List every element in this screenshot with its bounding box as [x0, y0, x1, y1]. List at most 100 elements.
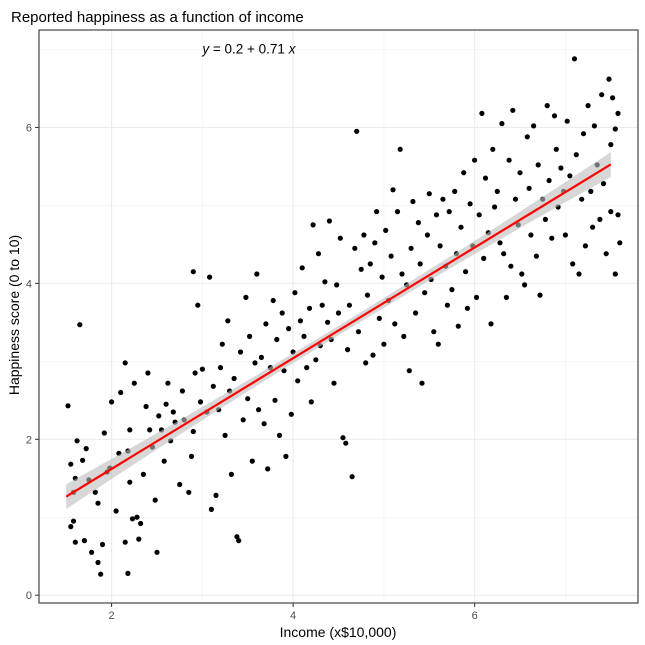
data-point: [354, 128, 360, 134]
data-point: [490, 146, 496, 152]
data-point: [585, 103, 591, 109]
data-point: [125, 570, 131, 577]
data-point: [370, 352, 376, 358]
plot-panel: 2 4 6 0 2 4 6 y = 0.2 + 0.71 x: [26, 29, 639, 622]
data-point: [381, 341, 387, 347]
data-point: [243, 294, 249, 300]
data-point: [582, 243, 589, 249]
data-point: [567, 173, 573, 179]
data-point: [340, 435, 346, 441]
data-point: [89, 549, 95, 555]
data-point: [263, 321, 269, 327]
data-point: [533, 253, 540, 259]
data-point: [472, 157, 478, 163]
data-point: [265, 466, 271, 472]
data-point: [217, 365, 224, 371]
data-point: [553, 146, 559, 152]
data-point: [138, 520, 144, 527]
data-point: [143, 403, 149, 410]
data-point: [499, 121, 505, 127]
data-point: [452, 188, 458, 194]
data-point: [481, 255, 487, 261]
data-point: [615, 110, 621, 116]
data-point: [408, 245, 414, 251]
chart-title: Reported happiness as a function of inco…: [11, 9, 304, 26]
data-point: [199, 366, 205, 372]
data-point: [551, 113, 558, 119]
data-point: [140, 471, 146, 477]
data-point: [374, 209, 380, 215]
data-point: [145, 370, 151, 376]
data-point: [440, 196, 446, 202]
data-point: [252, 360, 258, 366]
x-axis-title: Income (x$10,000): [280, 624, 397, 640]
data-point: [297, 318, 303, 324]
data-point: [617, 240, 623, 246]
data-point: [288, 411, 294, 417]
data-point: [433, 212, 440, 218]
data-point: [608, 142, 614, 148]
data-point: [546, 177, 552, 184]
data-point: [372, 240, 378, 246]
data-point: [129, 516, 136, 522]
data-point: [134, 514, 140, 520]
data-point: [213, 492, 219, 498]
data-point: [315, 251, 322, 257]
data-point: [195, 302, 201, 308]
data-point: [446, 209, 452, 215]
data-point: [136, 536, 142, 542]
data-point: [461, 170, 467, 176]
data-point: [131, 380, 137, 386]
data-point: [349, 474, 355, 480]
data-point: [77, 322, 83, 328]
data-point: [283, 453, 289, 459]
data-point: [397, 146, 403, 152]
data-point: [335, 310, 342, 316]
data-point: [236, 538, 242, 544]
data-point: [579, 196, 585, 202]
data-point: [274, 336, 280, 343]
data-point: [612, 271, 618, 277]
data-point: [74, 438, 80, 444]
data-point: [431, 329, 437, 335]
data-point: [526, 185, 532, 191]
data-point: [358, 266, 364, 272]
data-point: [70, 518, 77, 524]
data-point: [109, 399, 115, 405]
data-point: [492, 204, 498, 210]
data-point: [219, 341, 225, 347]
data-point: [295, 378, 301, 384]
data-point: [147, 427, 153, 433]
data-point: [308, 399, 314, 405]
data-point: [190, 428, 196, 435]
data-point: [92, 489, 98, 495]
data-point: [258, 354, 264, 360]
data-point: [98, 571, 104, 577]
y-tick-label: 2: [26, 434, 32, 446]
data-point: [394, 209, 401, 215]
data-point: [437, 243, 443, 249]
data-point: [424, 232, 430, 238]
data-point: [163, 401, 169, 407]
data-point: [510, 107, 516, 113]
data-point: [508, 263, 514, 269]
data-point: [210, 383, 216, 389]
data-point: [170, 409, 176, 415]
data-point: [383, 227, 389, 233]
data-point: [535, 162, 541, 168]
data-point: [501, 251, 507, 257]
data-point: [562, 232, 569, 238]
data-point: [524, 134, 530, 140]
data-point: [610, 95, 616, 101]
data-point: [234, 534, 240, 540]
data-point: [576, 271, 582, 277]
data-point: [99, 541, 106, 548]
x-tick-label: 2: [109, 610, 115, 622]
regression-line: [65, 163, 612, 498]
data-point: [101, 430, 107, 436]
data-point: [95, 500, 101, 506]
data-point: [322, 279, 328, 285]
data-point: [406, 368, 412, 374]
data-point: [122, 539, 128, 545]
